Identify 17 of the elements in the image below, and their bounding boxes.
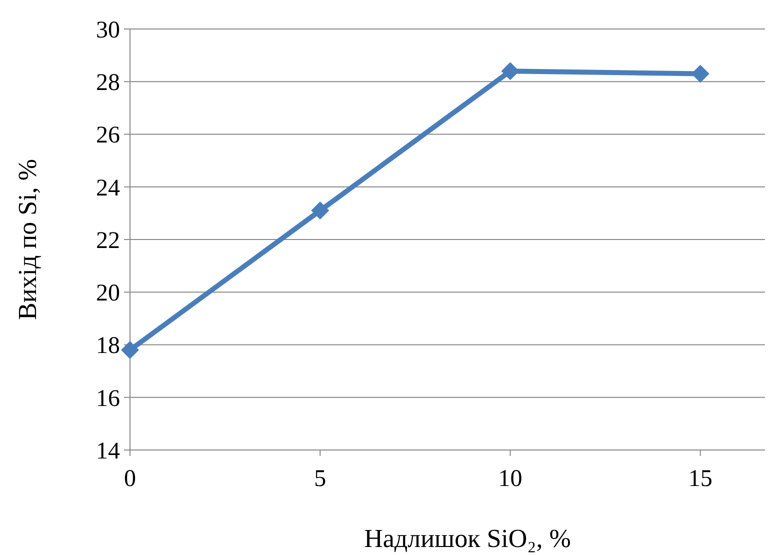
y-tick-label: 26 <box>96 122 120 149</box>
x-tick-label: 15 <box>688 466 712 492</box>
point <box>121 341 139 360</box>
y-tick-label: 30 <box>96 17 120 44</box>
x-tick-label: 10 <box>498 466 522 492</box>
x-axis-title: Надлишок SiO₂, % <box>364 524 571 553</box>
y-tick-label: 18 <box>96 333 120 360</box>
point <box>311 202 330 220</box>
y-tick-label: 20 <box>96 280 120 307</box>
y-tick-label: 28 <box>96 70 120 96</box>
y-tick-label: 16 <box>96 386 120 412</box>
y-axis-title: Вихід по Si, % <box>13 159 42 320</box>
y-tick-label: 22 <box>96 228 120 254</box>
x-tick-label: 0 <box>124 466 136 492</box>
y-tick-label: 14 <box>96 438 120 464</box>
y-tick-label: 24 <box>96 175 120 202</box>
x-tick-label: 5 <box>314 466 326 492</box>
